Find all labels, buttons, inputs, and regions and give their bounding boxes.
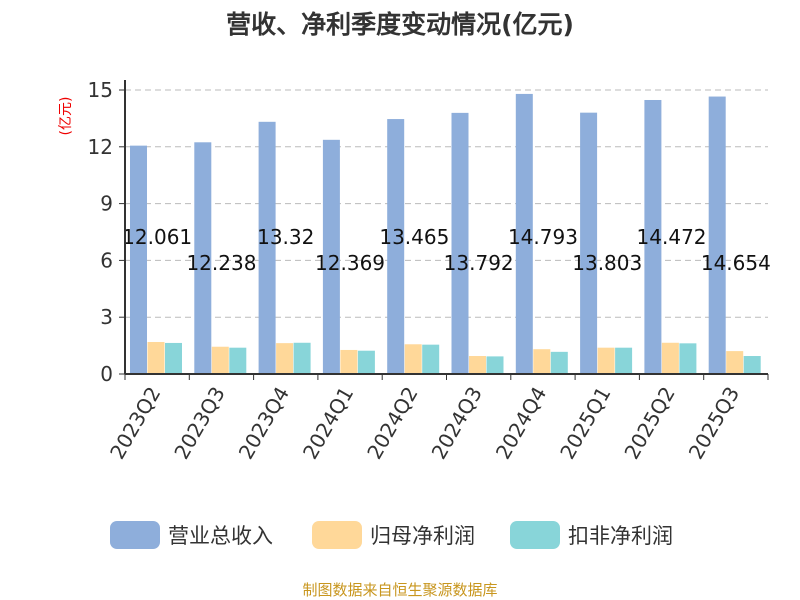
y-tick-label: 12	[88, 135, 113, 159]
bar-0	[387, 119, 405, 374]
bar-1	[147, 342, 165, 374]
y-tick-label: 9	[100, 192, 113, 216]
bar-2	[743, 356, 761, 374]
bar-1	[404, 344, 422, 374]
y-tick-label: 3	[100, 305, 113, 329]
x-tick-label: 2024Q1	[298, 383, 358, 464]
legend-label: 营业总收入	[168, 524, 273, 548]
bar-0	[580, 112, 598, 374]
data-label: 14.793	[508, 225, 578, 249]
bar-2	[679, 343, 697, 374]
x-tick-label: 2024Q4	[491, 383, 551, 464]
bar-1	[726, 351, 744, 374]
x-tick-label: 2024Q2	[362, 383, 422, 464]
bar-1	[211, 346, 229, 374]
bar-0	[708, 96, 726, 374]
x-tick-label: 2023Q2	[105, 383, 165, 464]
bar-1	[661, 342, 679, 374]
data-label: 14.472	[637, 225, 707, 249]
source-note: 制图数据来自恒生聚源数据库	[302, 581, 497, 599]
bar-0	[451, 112, 469, 375]
y-axis-label: (亿元)	[58, 97, 74, 136]
data-label: 12.369	[315, 251, 385, 275]
bar-2	[422, 344, 440, 374]
bar-1	[597, 347, 615, 374]
data-label: 13.803	[572, 251, 642, 275]
x-tick-label: 2025Q2	[619, 383, 679, 464]
bar-1	[469, 356, 486, 374]
bar-2	[293, 342, 311, 374]
bar-2	[229, 347, 247, 374]
y-tick-label: 15	[88, 78, 113, 102]
y-tick-label: 6	[100, 248, 113, 272]
chart-title: 营收、净利季度变动情况(亿元)	[226, 10, 574, 39]
data-label: 12.061	[122, 225, 192, 249]
data-label: 13.32	[257, 225, 314, 249]
bar-0	[258, 121, 276, 374]
legend-swatch	[510, 521, 560, 549]
legend-label: 归母净利润	[370, 524, 475, 548]
data-label: 12.238	[186, 251, 256, 275]
x-tick-label: 2023Q4	[234, 383, 294, 464]
legend-swatch	[110, 521, 160, 549]
x-tick-label: 2023Q3	[169, 383, 229, 464]
bar-0	[515, 93, 533, 375]
bar-1	[533, 349, 551, 374]
bar-1	[340, 349, 358, 374]
data-label: 13.792	[444, 251, 514, 275]
bar-0	[644, 99, 662, 375]
bar-2	[615, 347, 633, 374]
bar-0	[322, 139, 340, 374]
data-label: 13.465	[379, 225, 449, 249]
bar-0	[194, 142, 212, 374]
legend-swatch	[312, 521, 362, 549]
bar-1	[276, 343, 294, 374]
x-tick-label: 2025Q1	[555, 383, 615, 464]
bar-0	[130, 145, 147, 374]
y-tick-label: 0	[100, 362, 113, 386]
data-label: 14.654	[701, 251, 771, 275]
legend-label: 扣非净利润	[568, 524, 673, 548]
bar-2	[486, 356, 504, 374]
bar-2	[550, 351, 568, 374]
x-tick-label: 2025Q3	[684, 383, 744, 464]
x-tick-label: 2024Q3	[427, 383, 487, 464]
bar-2	[165, 342, 182, 374]
bar-2	[357, 350, 375, 374]
